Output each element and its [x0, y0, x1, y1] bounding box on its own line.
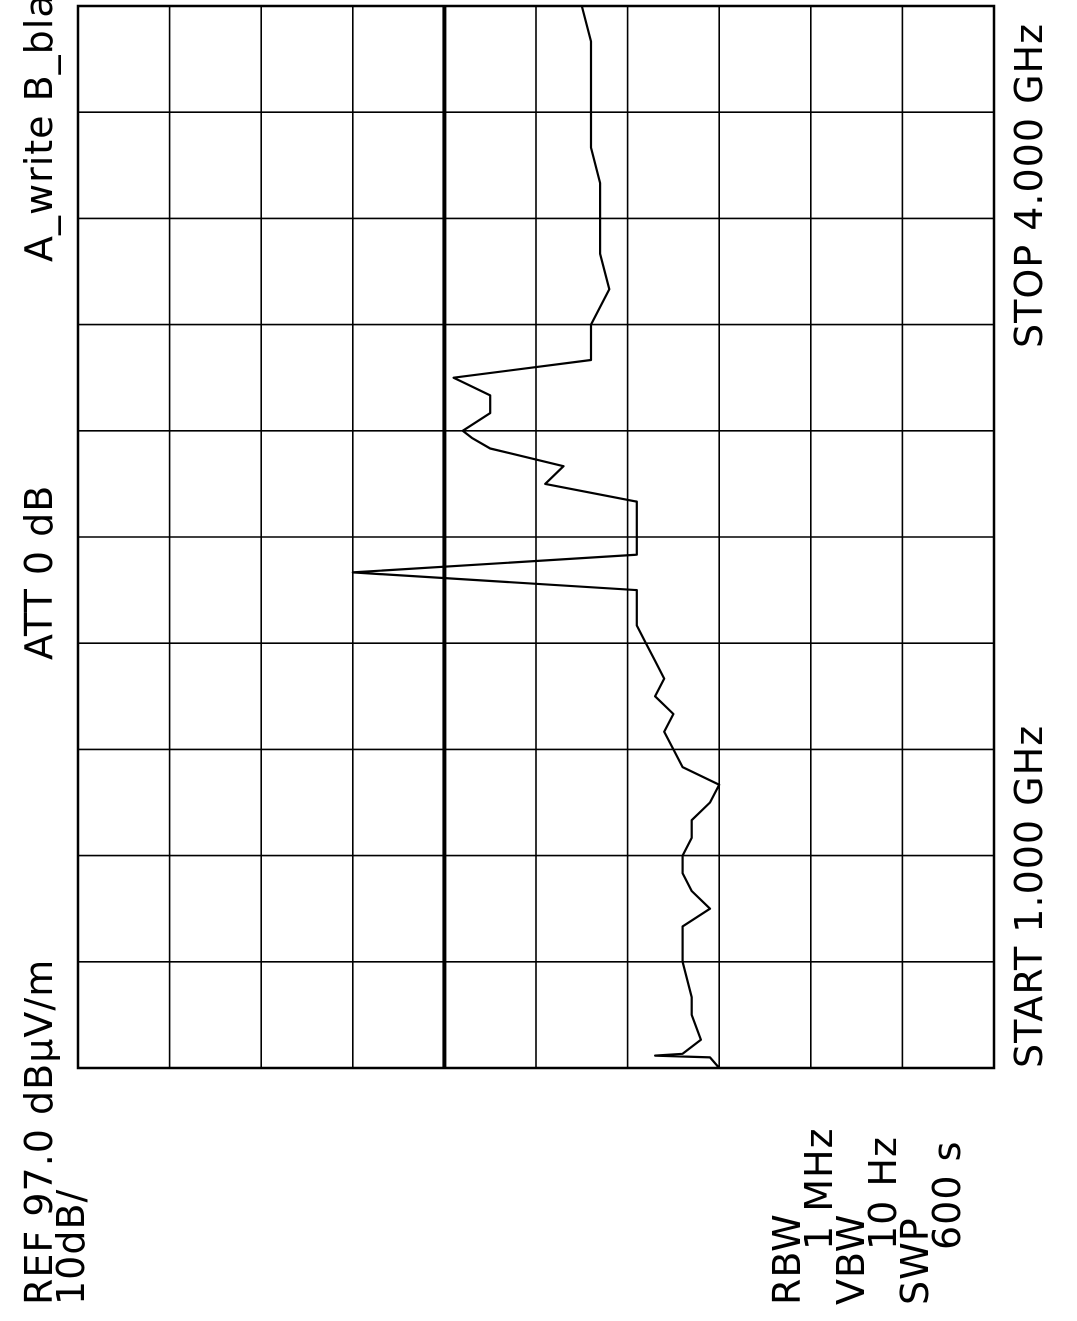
sweep-time-value: 600 s [925, 1140, 969, 1250]
stop-frequency-label: STOP 4.000 GHz [1007, 22, 1051, 348]
trace-mode-label: A_write B_blank [17, 0, 61, 262]
start-frequency-label: START 1.000 GHz [1007, 724, 1051, 1068]
attenuation-label: ATT 0 dB [17, 484, 61, 660]
scale-label: 10dB/ [49, 1188, 93, 1305]
grid-lines [78, 6, 994, 1068]
trace-a [351, 5, 721, 1069]
